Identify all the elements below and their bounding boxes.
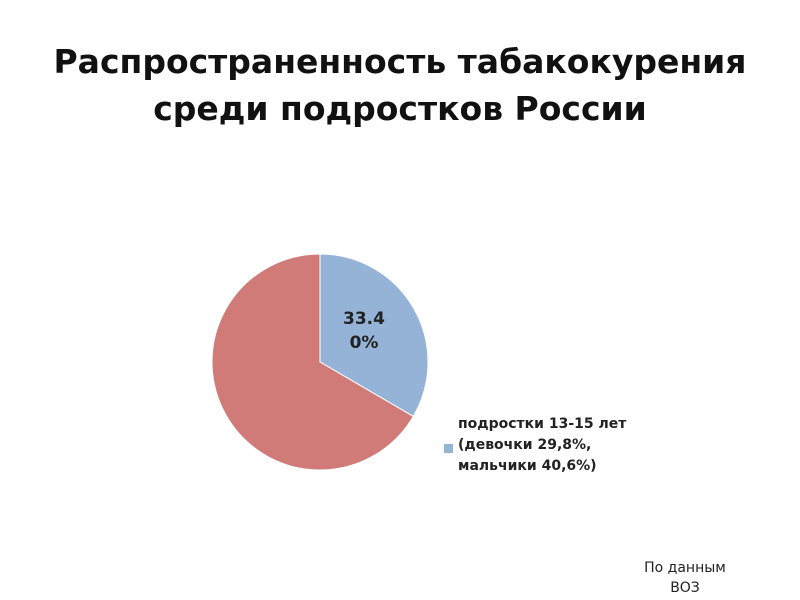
pie-slice <box>211 253 414 471</box>
pie-slice <box>319 253 429 418</box>
legend-entry: подростки 13-15 лет (девочки 29,8%, маль… <box>444 414 628 477</box>
data-label: 33.40% <box>343 308 385 353</box>
legend-swatch <box>444 444 453 453</box>
source-note: По данным ВОЗ <box>644 560 726 596</box>
chart-title: Распространенность табакокурения среди п… <box>53 42 747 128</box>
